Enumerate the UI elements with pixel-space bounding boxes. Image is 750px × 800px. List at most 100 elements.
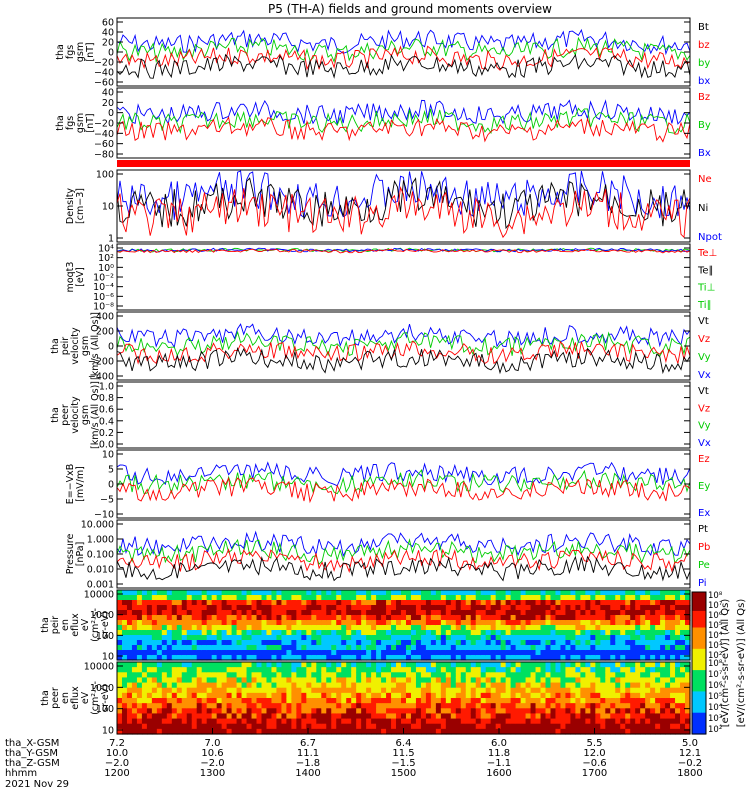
spectrogram-cell xyxy=(276,698,283,704)
spectrogram-cell xyxy=(440,698,447,704)
spectrogram-cell xyxy=(386,620,392,626)
spectrogram-cell xyxy=(311,615,317,621)
spectrogram-cell xyxy=(291,703,297,709)
spectrogram-cell xyxy=(216,605,223,611)
spectrogram-cell xyxy=(231,590,238,596)
spectrogram-cell xyxy=(615,662,621,668)
spectrogram-cell xyxy=(520,615,527,621)
spectrogram-cell xyxy=(271,640,278,646)
spectrogram-cell xyxy=(261,610,268,616)
spectrogram-cell xyxy=(356,672,362,679)
spectrogram-cell xyxy=(565,615,572,621)
spectrogram-cell xyxy=(410,723,417,730)
spectrogram-cell xyxy=(296,662,302,668)
spectrogram-cell xyxy=(401,610,407,616)
spectrogram-cell xyxy=(126,600,133,606)
spectrogram-cell xyxy=(306,630,312,636)
spectrogram-cell xyxy=(500,672,507,679)
spectrogram-cell xyxy=(440,655,447,661)
spectrogram-cell xyxy=(455,605,462,611)
spectrogram-cell xyxy=(565,635,572,641)
spectrogram-cell xyxy=(685,615,691,621)
spectrogram-cell xyxy=(420,708,427,715)
spectrogram-cell xyxy=(141,640,148,646)
spectrogram-cell xyxy=(685,682,691,689)
spectrogram-cell xyxy=(186,672,193,679)
spectrogram-cell xyxy=(405,635,412,641)
spectrogram-cell xyxy=(386,625,392,631)
spectrogram-cell xyxy=(256,605,263,611)
spectrogram-cell xyxy=(510,605,517,611)
spectrogram-cell xyxy=(376,650,382,656)
spectrogram-cell xyxy=(630,625,636,631)
spectrogram-cell xyxy=(201,640,208,646)
spectrogram-cell xyxy=(286,698,292,704)
spectrogram-cell xyxy=(161,595,168,601)
spectrogram-cell xyxy=(470,595,477,601)
spectrogram-cell xyxy=(291,590,297,596)
spectrogram-cell xyxy=(151,687,158,694)
spectrogram-cell xyxy=(455,600,462,606)
spectrogram-cell xyxy=(117,645,123,651)
spectrogram-cell xyxy=(630,605,636,611)
spectrogram-cell xyxy=(645,692,651,699)
colorbar-cell xyxy=(692,627,706,631)
spectrogram-cell xyxy=(450,728,457,735)
spectrogram-cell xyxy=(321,640,327,646)
spectrogram-cell xyxy=(665,600,671,606)
spectrogram-cell xyxy=(336,625,342,631)
spectrogram-cell xyxy=(430,672,437,679)
spectrogram-cell xyxy=(386,677,392,684)
spectrogram-cell xyxy=(286,718,292,725)
spectrogram-cell xyxy=(296,635,302,641)
spectrogram-cell xyxy=(211,677,218,684)
spectrogram-cell xyxy=(590,625,596,631)
x-row-label: hhmm xyxy=(5,768,37,779)
spectrogram-cell xyxy=(655,640,661,646)
spectrogram-cell xyxy=(645,630,651,636)
spectrogram-cell xyxy=(391,677,397,684)
spectrogram-cell xyxy=(430,687,437,694)
spectrogram-cell xyxy=(585,630,591,636)
spectrogram-cell xyxy=(490,605,497,611)
spectrogram-cell xyxy=(341,650,347,656)
spectrogram-cell xyxy=(615,728,621,735)
spectrogram-cell xyxy=(221,692,228,699)
spectrogram-cell xyxy=(605,723,611,730)
spectrogram-cell xyxy=(301,662,307,668)
spectrogram-cell xyxy=(311,630,317,636)
spectrogram-cell xyxy=(281,590,288,596)
spectrogram-cell xyxy=(151,662,158,668)
trace-vx xyxy=(116,323,691,349)
spectrogram-cell xyxy=(630,662,636,668)
spectrogram-cell xyxy=(405,728,412,735)
spectrogram-cell xyxy=(525,667,532,673)
spectrogram-cell xyxy=(381,698,387,704)
spectrogram-cell xyxy=(555,620,562,626)
spectrogram-cell xyxy=(186,590,193,596)
spectrogram-cell xyxy=(117,718,123,725)
spectrogram-cell xyxy=(470,635,477,641)
spectrogram-cell xyxy=(191,692,198,699)
spectrogram-cell xyxy=(226,672,233,679)
spectrogram-cell xyxy=(346,698,352,704)
spectrogram-cell xyxy=(595,677,601,684)
spectrogram-cell xyxy=(301,610,307,616)
spectrogram-cell xyxy=(515,610,522,616)
spectrogram-cell xyxy=(615,620,621,626)
spectrogram-cell xyxy=(425,682,432,689)
spectrogram-cell xyxy=(331,718,337,725)
spectrogram-cell xyxy=(525,687,532,694)
spectrogram-cell xyxy=(620,692,626,699)
spectrogram-cell xyxy=(261,630,268,636)
y-axis-label-line: gsm xyxy=(80,336,91,356)
spectrogram-cell xyxy=(136,590,143,596)
spectrogram-cell xyxy=(246,640,253,646)
spectrogram-cell xyxy=(246,703,253,709)
spectrogram-cell xyxy=(540,625,547,631)
spectrogram-cell xyxy=(505,605,512,611)
spectrogram-cell xyxy=(635,672,641,679)
spectrogram-cell xyxy=(266,635,273,641)
spectrogram-cell xyxy=(510,640,517,646)
